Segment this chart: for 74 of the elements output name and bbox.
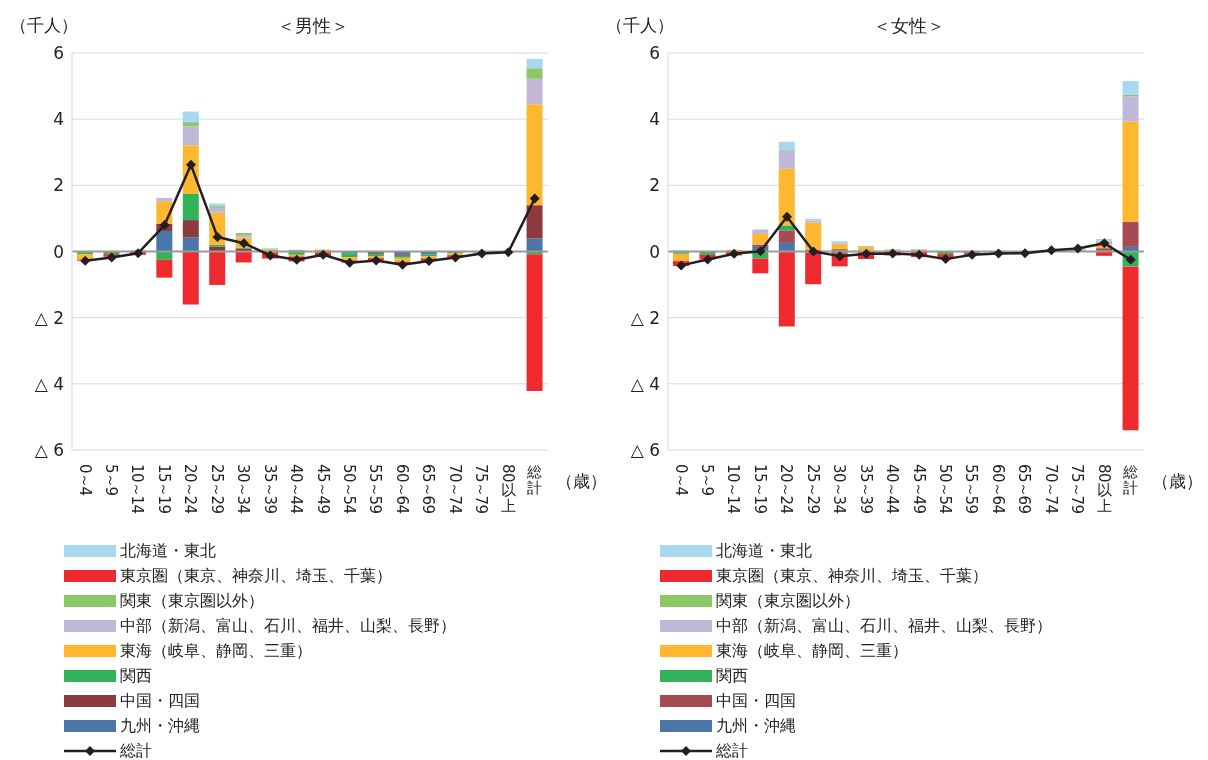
x-tick-label: 55～59 bbox=[962, 464, 981, 515]
x-tick-label: 80以上 bbox=[1094, 464, 1113, 515]
x-tick-label: 25～29 bbox=[803, 464, 822, 515]
x-axis-title: （歳） bbox=[556, 470, 607, 493]
x-tick-label: 50～54 bbox=[935, 464, 954, 515]
x-tick-label: 20～24 bbox=[777, 464, 796, 515]
x-tick-label: 40～44 bbox=[883, 464, 902, 515]
chart-title: ＜女性＞ bbox=[873, 15, 945, 36]
x-tick-label: 60～64 bbox=[988, 464, 1007, 515]
y-axis-title: （千人） bbox=[606, 14, 674, 37]
x-tick-label: 10～14 bbox=[128, 464, 147, 515]
legend-label: 関西 bbox=[120, 665, 152, 687]
y-tick-label: △ 4 bbox=[34, 373, 64, 394]
y-tick-label: 4 bbox=[53, 109, 64, 130]
legend-label: 関東（東京圏以外） bbox=[120, 590, 264, 612]
legend-label: 東海（岐阜、静岡、三重） bbox=[716, 640, 908, 662]
y-tick-label: 6 bbox=[649, 43, 660, 64]
x-tick-label: 55～59 bbox=[366, 464, 385, 515]
x-tick-label: 60～64 bbox=[392, 464, 411, 515]
y-tick-label: △ 2 bbox=[34, 307, 64, 328]
x-tick-label: 総計 bbox=[526, 463, 543, 497]
chart-title: ＜男性＞ bbox=[277, 15, 349, 36]
y-tick-label: 2 bbox=[649, 175, 660, 196]
x-tick-label: 70～74 bbox=[445, 464, 464, 515]
x-tick-label: 15～19 bbox=[154, 464, 173, 515]
x-tick-label: 70～74 bbox=[1041, 464, 1060, 515]
x-tick-label: 65～69 bbox=[1015, 464, 1034, 515]
x-tick-label: 25～29 bbox=[207, 464, 226, 515]
x-tick-label: 5～9 bbox=[101, 464, 120, 497]
x-tick-label: 45～49 bbox=[313, 464, 332, 515]
legend-label: 中国・四国 bbox=[120, 690, 200, 712]
x-tick-label: 35～39 bbox=[856, 464, 875, 515]
legend-label: 中国・四国 bbox=[716, 690, 796, 712]
y-tick-label: 4 bbox=[649, 109, 660, 130]
y-tick-label: △ 4 bbox=[630, 373, 660, 394]
x-tick-label: 75～79 bbox=[472, 464, 491, 515]
legend-label: 総計 bbox=[716, 740, 748, 760]
x-tick-label: 総計 bbox=[1122, 463, 1139, 497]
legend-label: 東京圏（東京、神奈川、埼玉、千葉） bbox=[716, 565, 988, 587]
legend-label: 総計 bbox=[120, 740, 152, 760]
y-axis-title: （千人） bbox=[10, 14, 78, 37]
x-tick-label: 15～19 bbox=[750, 464, 769, 515]
x-tick-label: 20～24 bbox=[181, 464, 200, 515]
y-tick-label: △ 2 bbox=[630, 307, 660, 328]
x-tick-label: 40～44 bbox=[287, 464, 306, 515]
x-tick-label: 10～14 bbox=[724, 464, 743, 515]
x-tick-label: 45～49 bbox=[909, 464, 928, 515]
x-tick-label: 35～39 bbox=[260, 464, 279, 515]
legend-label: 北海道・東北 bbox=[716, 540, 812, 562]
y-tick-label: 2 bbox=[53, 175, 64, 196]
x-tick-label: 50～54 bbox=[339, 464, 358, 515]
x-tick-label: 75～79 bbox=[1068, 464, 1087, 515]
x-tick-label: 65～69 bbox=[419, 464, 438, 515]
x-tick-label: 0～4 bbox=[671, 464, 690, 497]
legend-label: 東京圏（東京、神奈川、埼玉、千葉） bbox=[120, 565, 392, 587]
legend-label: 九州・沖縄 bbox=[120, 715, 200, 737]
legend-label: 九州・沖縄 bbox=[716, 715, 796, 737]
x-tick-label: 30～34 bbox=[234, 464, 253, 515]
y-tick-label: 6 bbox=[53, 43, 64, 64]
legend-label: 北海道・東北 bbox=[120, 540, 216, 562]
x-tick-label: 30～34 bbox=[830, 464, 849, 515]
y-tick-label: △ 6 bbox=[34, 440, 64, 461]
y-tick-label: 0 bbox=[649, 241, 660, 262]
y-tick-label: 0 bbox=[53, 241, 64, 262]
legend-label: 関西 bbox=[716, 665, 748, 687]
legend-label: 東海（岐阜、静岡、三重） bbox=[120, 640, 312, 662]
x-axis-title: （歳） bbox=[1152, 470, 1203, 493]
x-tick-label: 0～4 bbox=[75, 464, 94, 497]
x-tick-label: 5～9 bbox=[697, 464, 716, 497]
legend-label: 中部（新潟、富山、石川、福井、山梨、長野） bbox=[120, 615, 456, 637]
legend-label: 中部（新潟、富山、石川、福井、山梨、長野） bbox=[716, 615, 1052, 637]
legend-label: 関東（東京圏以外） bbox=[716, 590, 860, 612]
y-tick-label: △ 6 bbox=[630, 440, 660, 461]
x-tick-label: 80以上 bbox=[498, 464, 517, 515]
